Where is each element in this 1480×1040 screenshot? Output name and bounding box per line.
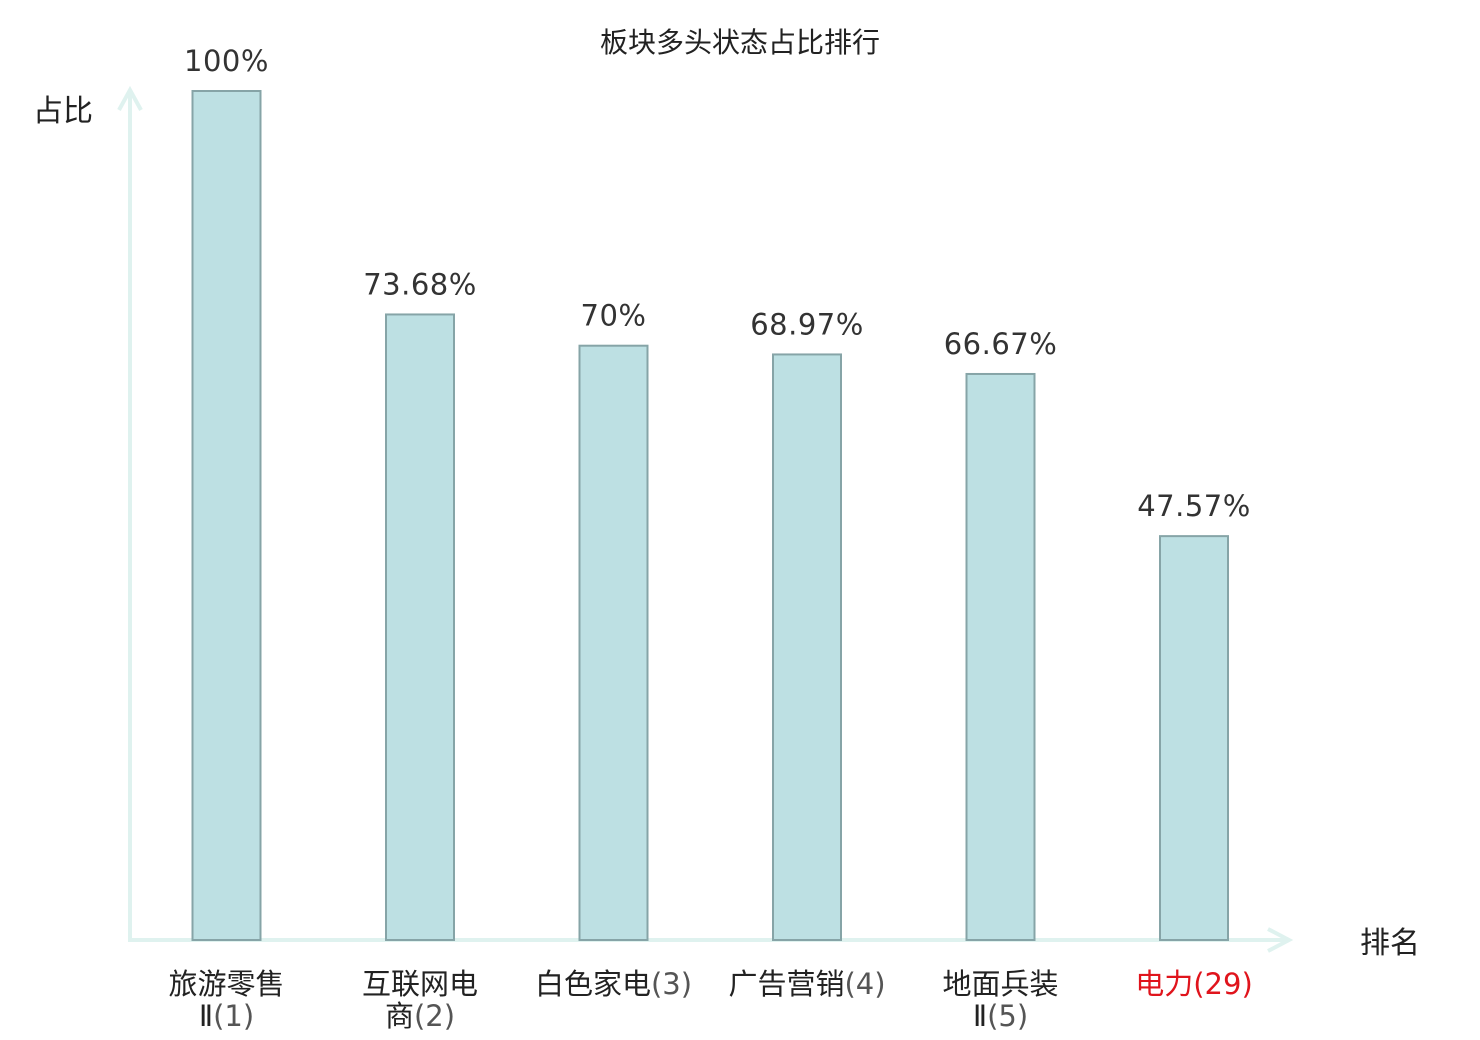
category-label-6: 电力(29) bbox=[1135, 967, 1253, 1001]
bars-group bbox=[191, 90, 1229, 942]
y-axis-arrow bbox=[117, 85, 143, 111]
category-label-3: 白色家电(3) bbox=[535, 967, 692, 1001]
category-name-line: 电力 bbox=[1135, 967, 1193, 1001]
category-name-line: 商 bbox=[385, 999, 414, 1033]
category-rank: (1) bbox=[213, 999, 254, 1033]
value-label-5: 66.67% bbox=[944, 327, 1058, 361]
value-labels-group: 100% 73.68% 70% 68.97% 66.67% 47.57% bbox=[184, 44, 1251, 523]
category-labels-group: 旅游零售 Ⅱ(1)互联网电商(2)白色家电(3) 广告营销(4) 地面兵装 Ⅱ(5)电力… bbox=[168, 967, 1252, 1033]
bar-2 bbox=[385, 313, 455, 941]
bar-3 bbox=[578, 344, 649, 941]
value-label-6: 47.57% bbox=[1137, 489, 1251, 523]
category-label-1: 旅游零售 Ⅱ(1) bbox=[168, 967, 284, 1033]
chart-title: 板块多头状态占比排行 bbox=[600, 26, 880, 59]
category-rank: (5) bbox=[987, 999, 1028, 1033]
y-axis-label: 占比 bbox=[33, 94, 93, 129]
value-label-4: 68.97% bbox=[750, 307, 864, 341]
axes bbox=[117, 85, 1294, 953]
category-rank: (4) bbox=[844, 967, 885, 1001]
value-label-1: 100% bbox=[184, 44, 269, 78]
category-name-line: 旅游零售 bbox=[168, 967, 284, 1001]
value-label-3: 70% bbox=[581, 299, 647, 333]
category-label-4: 广告营销(4) bbox=[728, 967, 885, 1001]
category-rank: (29) bbox=[1193, 967, 1253, 1001]
category-label-5: 地面兵装 Ⅱ(5) bbox=[942, 967, 1058, 1033]
category-rank: (2) bbox=[414, 999, 455, 1033]
bar-1 bbox=[191, 90, 262, 941]
category-name-line: Ⅱ bbox=[199, 999, 213, 1033]
value-label-2: 73.68% bbox=[363, 267, 477, 301]
bar-6 bbox=[1159, 535, 1229, 941]
category-name-line: Ⅱ bbox=[973, 999, 987, 1033]
category-name-line: 白色家电 bbox=[535, 967, 651, 1001]
category-rank: (3) bbox=[651, 967, 692, 1001]
category-name-line: 广告营销 bbox=[728, 967, 844, 1001]
category-name-line: 互联网电 bbox=[362, 967, 478, 1001]
category-name-line: 地面兵装 bbox=[942, 967, 1058, 1001]
bar-4 bbox=[772, 353, 842, 941]
category-label-2: 互联网电商(2) bbox=[362, 967, 478, 1033]
x-axis-arrow bbox=[1267, 927, 1294, 953]
bar-5 bbox=[965, 372, 1036, 942]
x-axis-label: 排名 bbox=[1360, 926, 1420, 961]
